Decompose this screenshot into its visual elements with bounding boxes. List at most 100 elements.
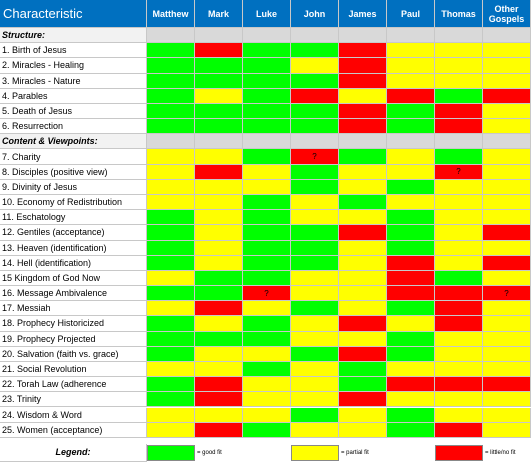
rating-cell	[147, 422, 195, 438]
rating-cell	[435, 407, 483, 423]
rating-cell	[147, 119, 195, 135]
row-label: 16. Message Ambivalence	[0, 286, 147, 302]
rating-cell	[339, 407, 387, 423]
rating-cell	[243, 270, 291, 287]
rating-cell	[435, 103, 483, 120]
rating-cell	[483, 377, 531, 393]
rating-cell	[387, 194, 435, 211]
rating-cell	[435, 301, 483, 317]
rating-cell	[483, 225, 531, 241]
rating-cell	[243, 301, 291, 317]
rating-cell	[195, 270, 243, 287]
rating-cell	[387, 225, 435, 241]
rating-cell	[339, 331, 387, 347]
row-label: 6. Resurrection	[0, 119, 147, 135]
rating-cell	[243, 377, 291, 393]
section-filler	[435, 134, 483, 150]
rating-cell	[243, 103, 291, 120]
rating-cell	[387, 301, 435, 317]
rating-cell	[387, 179, 435, 195]
rating-cell	[147, 73, 195, 89]
rating-cell	[147, 179, 195, 195]
rating-cell	[435, 240, 483, 256]
rating-cell	[387, 210, 435, 226]
rating-cell	[195, 422, 243, 438]
rating-cell	[291, 286, 339, 302]
rating-cell	[291, 88, 339, 104]
rating-cell	[147, 316, 195, 332]
section-filler	[147, 28, 195, 44]
legend-swatch	[147, 444, 195, 461]
rating-cell	[291, 270, 339, 287]
rating-cell	[195, 240, 243, 256]
spacer-row	[0, 437, 531, 444]
rating-cell	[243, 225, 291, 241]
section-filler	[291, 134, 339, 150]
rating-cell	[291, 361, 339, 378]
rating-cell: ?	[291, 149, 339, 165]
rating-cell	[483, 346, 531, 362]
rating-cell	[291, 225, 339, 241]
legend-label: = partial fit	[341, 449, 369, 456]
rating-cell	[195, 361, 243, 378]
header-matthew: Matthew	[147, 0, 195, 28]
rating-cell	[147, 301, 195, 317]
rating-cell	[147, 286, 195, 302]
legend-swatch	[291, 444, 339, 461]
rating-cell	[195, 210, 243, 226]
rating-cell	[291, 301, 339, 317]
rating-cell	[339, 301, 387, 317]
rating-cell	[435, 392, 483, 408]
rating-cell	[243, 88, 291, 104]
rating-cell	[243, 392, 291, 408]
rating-cell	[195, 43, 243, 59]
rating-cell	[483, 103, 531, 120]
section-filler	[339, 134, 387, 150]
rating-cell	[483, 316, 531, 332]
rating-cell	[483, 43, 531, 59]
rating-cell	[147, 43, 195, 59]
rating-cell	[195, 119, 243, 135]
row-label: 23. Trinity	[0, 392, 147, 408]
rating-cell: ?	[435, 164, 483, 180]
rating-cell	[339, 270, 387, 287]
header-paul: Paul	[387, 0, 435, 28]
rating-cell	[483, 194, 531, 211]
rating-cell	[291, 377, 339, 393]
section-filler	[195, 134, 243, 150]
rating-cell	[195, 255, 243, 271]
header-other-gospels: Other Gospels	[483, 0, 531, 28]
header-characteristic: Characteristic	[0, 0, 147, 28]
rating-cell	[291, 103, 339, 120]
row-label: 9. Divinity of Jesus	[0, 179, 147, 195]
rating-cell	[147, 225, 195, 241]
rating-cell	[195, 58, 243, 74]
rating-cell	[387, 316, 435, 332]
rating-cell	[147, 346, 195, 362]
section-filler	[435, 28, 483, 44]
section-heading: Content & Viewpoints:	[0, 134, 147, 150]
row-label: 20. Salvation (faith vs. grace)	[0, 346, 147, 362]
rating-cell	[435, 210, 483, 226]
rating-cell	[435, 225, 483, 241]
rating-cell	[291, 164, 339, 180]
row-label: 7. Charity	[0, 149, 147, 165]
rating-cell	[339, 286, 387, 302]
rating-cell	[435, 43, 483, 59]
row-label: 13. Heaven (identification)	[0, 240, 147, 256]
rating-cell	[339, 179, 387, 195]
rating-cell	[435, 58, 483, 74]
rating-cell	[339, 210, 387, 226]
rating-cell	[147, 58, 195, 74]
rating-cell	[339, 194, 387, 211]
rating-cell	[291, 316, 339, 332]
rating-cell	[291, 179, 339, 195]
rating-cell	[483, 179, 531, 195]
section-filler	[243, 134, 291, 150]
section-filler	[387, 134, 435, 150]
rating-cell	[435, 361, 483, 378]
rating-cell	[195, 88, 243, 104]
rating-cell	[195, 301, 243, 317]
rating-cell	[243, 255, 291, 271]
rating-cell	[291, 119, 339, 135]
